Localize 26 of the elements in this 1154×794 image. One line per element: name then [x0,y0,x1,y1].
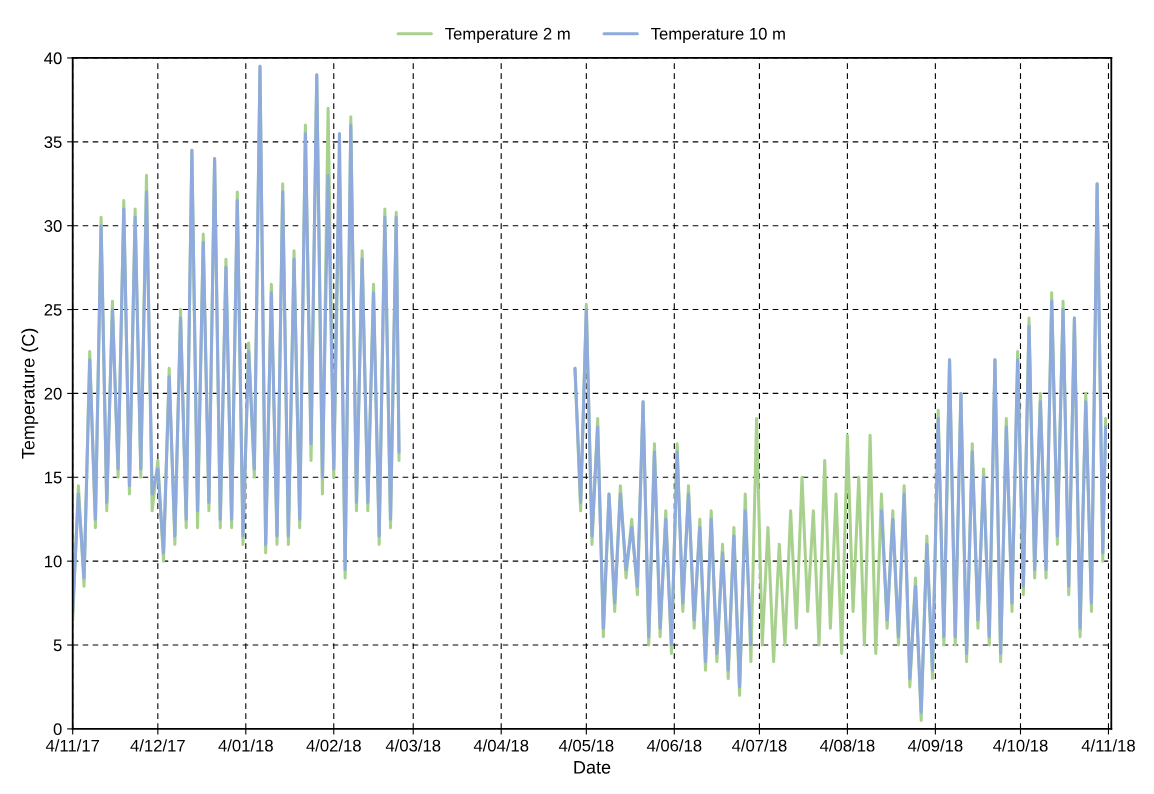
y-tick-label: 15 [45,471,62,484]
y-tick-label: 25 [44,303,62,316]
x-tick-label: 4/02/18 [306,739,361,752]
x-tick-label: 4/08/18 [819,739,875,752]
y-tick-label: 5 [53,639,62,652]
x-tick-label: 4/05/18 [558,739,614,752]
y-tick-label: 0 [53,723,62,736]
x-tick-label: 4/11/17 [45,739,100,752]
x-tick-label: 4/10/18 [993,739,1048,752]
x-tick-label: 4/07/18 [732,739,787,752]
x-tick-label: 4/12/17 [130,739,185,752]
legend-label: Temperature 10 m [651,27,785,43]
y-tick-label: 20 [44,387,62,400]
legend-label: Temperature 2 m [445,27,570,43]
x-tick-label: 4/09/18 [907,739,963,752]
y-tick-label: 40 [44,52,62,65]
x-tick-label: 4/06/18 [646,739,702,752]
y-axis-title: Temperature (C) [21,328,39,459]
x-tick-label: 4/11/18 [1081,739,1135,752]
x-tick-label: 4/01/18 [218,739,273,752]
y-tick-label: 35 [44,136,62,149]
y-tick-label: 10 [45,555,62,568]
y-tick-label: 30 [44,220,62,232]
x-axis-title: Date [574,761,611,774]
x-tick-label: 4/03/18 [385,739,441,752]
x-tick-label: 4/04/18 [473,739,529,752]
